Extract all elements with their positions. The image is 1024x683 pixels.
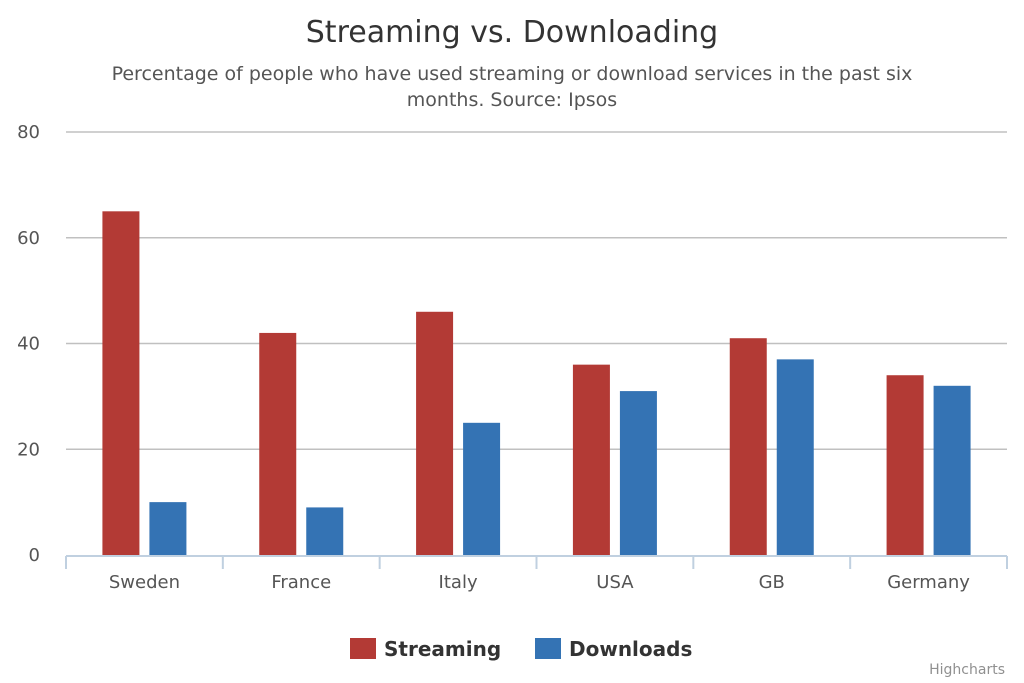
- chart-subtitle-line-1: Percentage of people who have used strea…: [112, 63, 913, 85]
- legend-swatch: [535, 638, 561, 659]
- x-tick-label: Italy: [439, 572, 478, 593]
- bar-streaming-france[interactable]: [259, 332, 297, 555]
- legend: Streaming Downloads: [350, 637, 692, 661]
- bar-downloads-germany[interactable]: [933, 385, 971, 555]
- bar-downloads-gb[interactable]: [776, 359, 814, 555]
- x-tick-label: Germany: [887, 572, 970, 593]
- y-tick-label: 40: [17, 334, 40, 355]
- y-tick-label: 20: [17, 439, 40, 460]
- y-tick-label: 60: [17, 228, 40, 249]
- bar-downloads-usa[interactable]: [619, 391, 657, 555]
- bar-downloads-sweden[interactable]: [149, 502, 187, 555]
- plot-area: [102, 211, 971, 555]
- bar-streaming-germany[interactable]: [886, 375, 924, 555]
- y-tick-label: 0: [29, 545, 40, 566]
- bar-streaming-usa[interactable]: [572, 364, 610, 555]
- chart-title: Streaming vs. Downloading: [306, 15, 718, 50]
- legend-label: Downloads: [569, 637, 692, 661]
- chart-subtitle-line-2: months. Source: Ipsos: [407, 89, 617, 111]
- y-axis: 0 20 40 60 80: [17, 122, 40, 566]
- y-tick-label: 80: [17, 122, 40, 143]
- x-axis: Sweden France Italy USA GB Germany: [65, 555, 1008, 593]
- legend-item-downloads[interactable]: Downloads: [535, 637, 692, 661]
- x-tick-label: GB: [759, 572, 785, 593]
- bar-streaming-gb[interactable]: [729, 338, 767, 555]
- bar-downloads-italy[interactable]: [463, 422, 501, 555]
- legend-swatch: [350, 638, 376, 659]
- gridlines: [66, 131, 1007, 450]
- x-tick-label: USA: [596, 572, 634, 593]
- bar-downloads-france[interactable]: [306, 507, 344, 555]
- bar-streaming-sweden[interactable]: [102, 211, 140, 555]
- bar-streaming-italy[interactable]: [416, 311, 454, 555]
- x-tick-label: France: [271, 572, 331, 593]
- credits-link[interactable]: Highcharts: [929, 662, 1005, 678]
- legend-label: Streaming: [384, 637, 501, 661]
- x-tick-label: Sweden: [109, 572, 180, 593]
- legend-item-streaming[interactable]: Streaming: [350, 637, 501, 661]
